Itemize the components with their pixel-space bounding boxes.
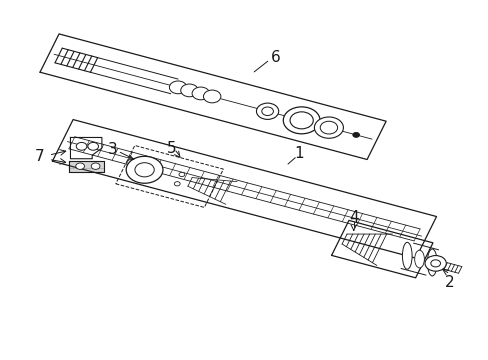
Text: 2: 2 [445, 275, 454, 291]
Text: 4: 4 [348, 211, 358, 225]
Circle shape [76, 163, 84, 169]
Circle shape [256, 103, 278, 120]
Ellipse shape [402, 242, 411, 269]
Text: 7: 7 [35, 149, 45, 165]
Circle shape [424, 256, 446, 271]
Text: 1: 1 [293, 146, 303, 161]
Ellipse shape [427, 249, 436, 276]
Circle shape [126, 156, 163, 183]
Circle shape [174, 182, 180, 186]
Circle shape [179, 172, 184, 177]
Circle shape [283, 107, 319, 134]
Circle shape [91, 163, 100, 169]
Circle shape [76, 143, 87, 150]
Circle shape [289, 112, 313, 129]
Circle shape [192, 87, 209, 100]
Circle shape [261, 107, 273, 116]
Text: 3: 3 [108, 142, 118, 157]
Circle shape [135, 163, 154, 177]
Circle shape [314, 117, 343, 138]
Circle shape [169, 81, 186, 94]
Text: 5: 5 [167, 141, 177, 156]
Circle shape [320, 121, 337, 134]
Circle shape [203, 90, 221, 103]
Circle shape [430, 260, 440, 267]
Circle shape [88, 143, 98, 150]
Circle shape [181, 84, 198, 97]
Circle shape [352, 132, 359, 138]
Ellipse shape [414, 250, 424, 268]
Text: 6: 6 [270, 50, 280, 65]
